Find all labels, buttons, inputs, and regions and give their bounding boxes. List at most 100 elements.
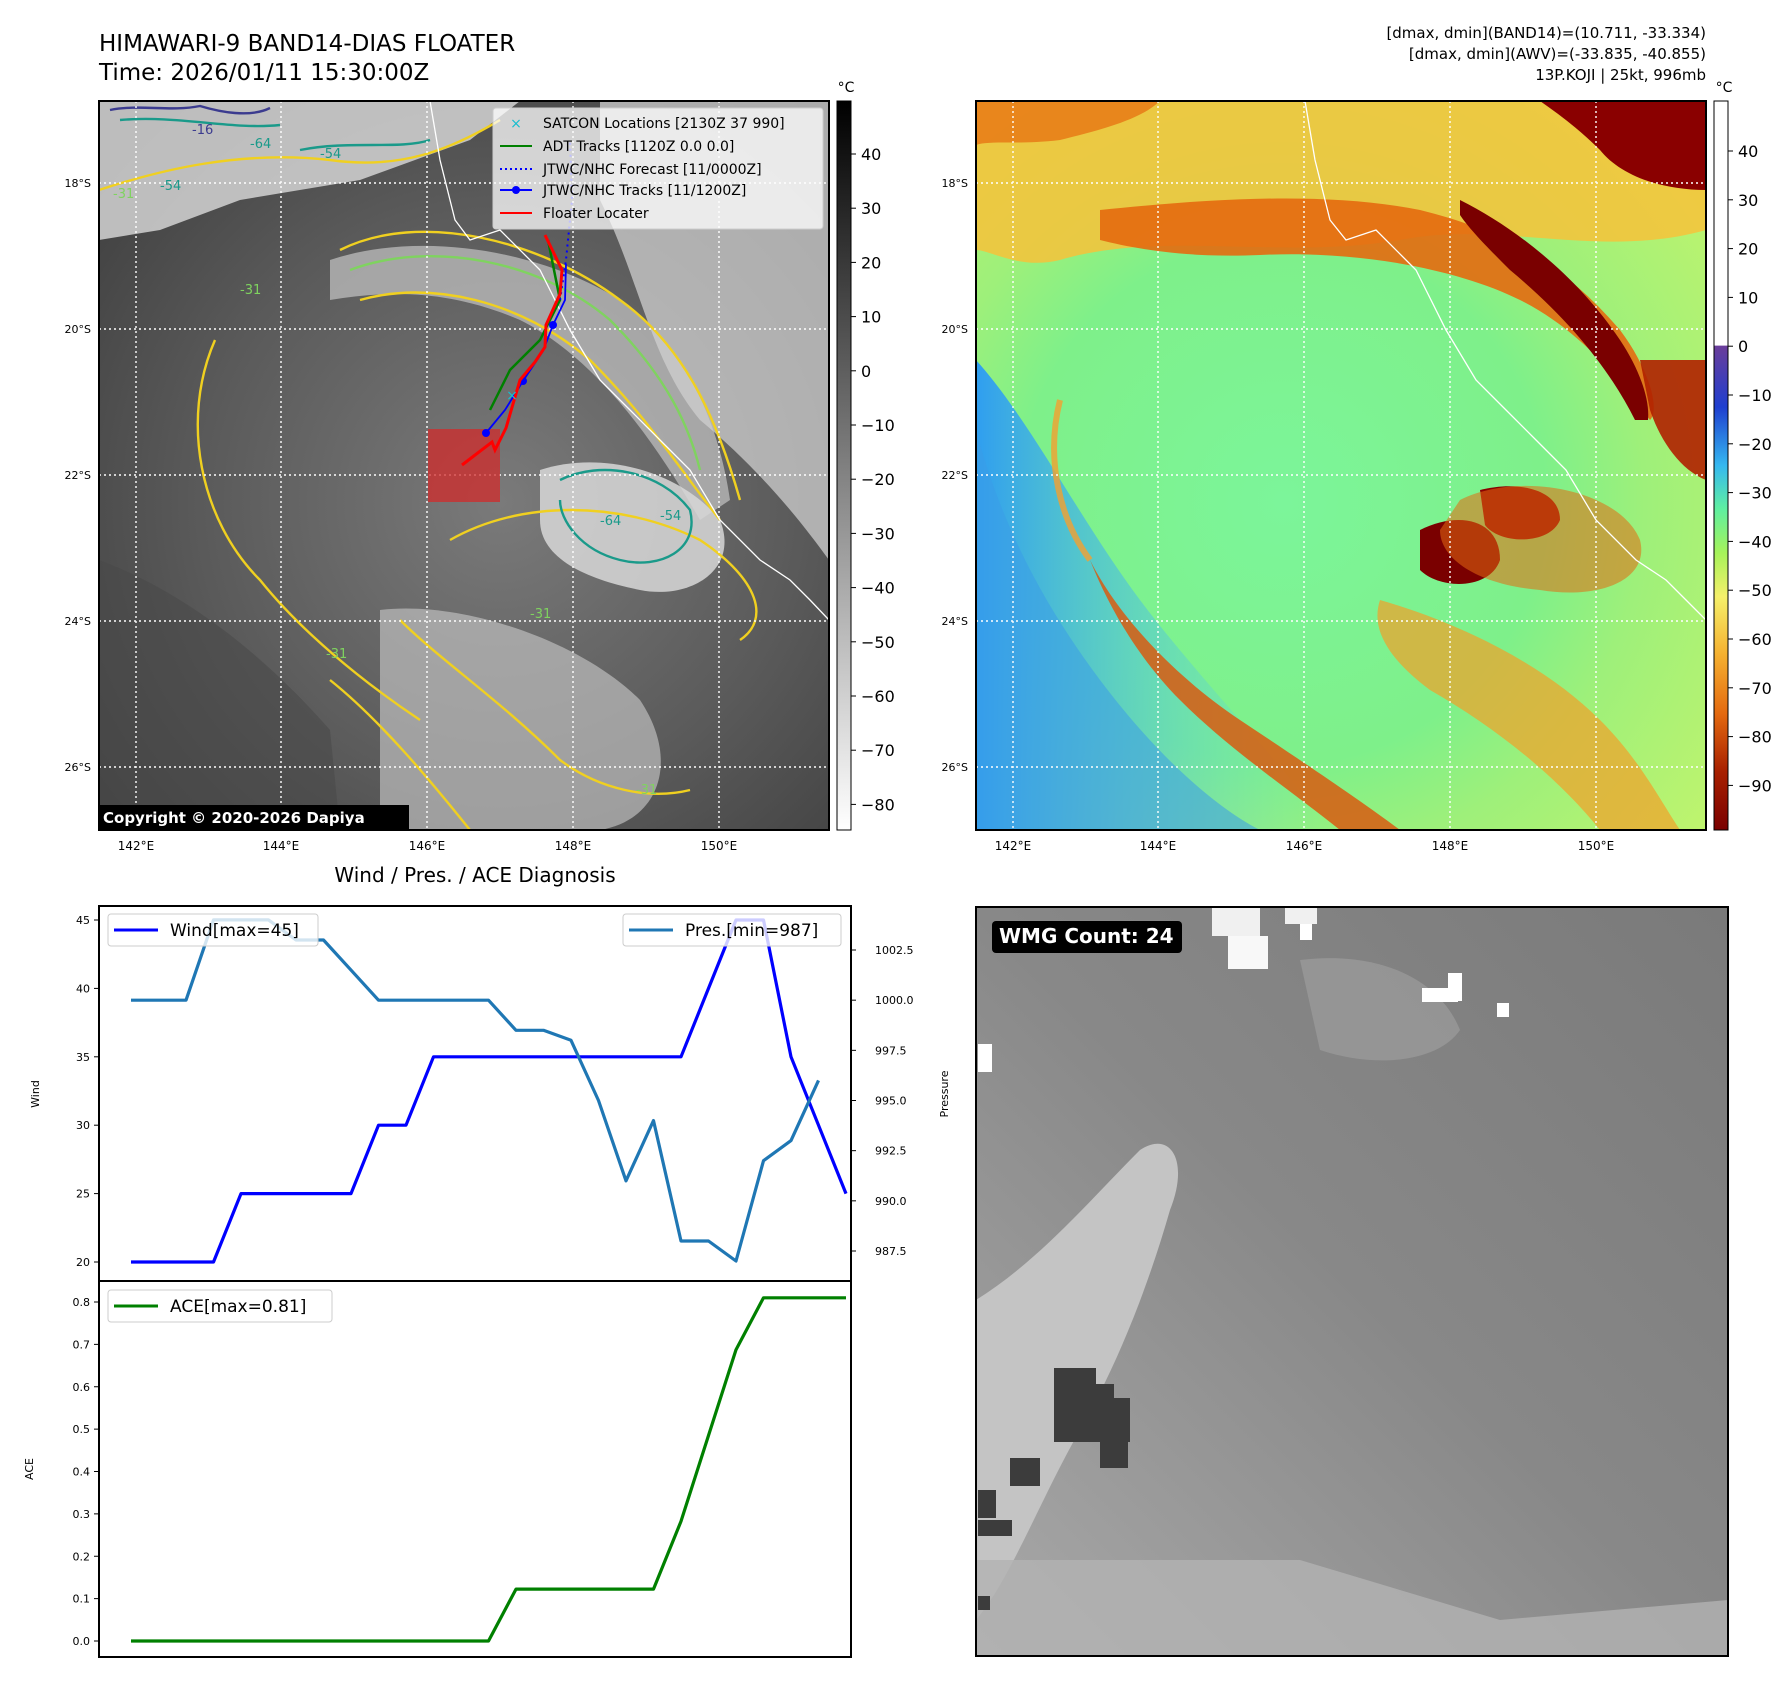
contour-label: -31 xyxy=(636,783,657,798)
wind-legend-label: Wind[max=45] xyxy=(170,921,299,941)
bd-colorbar-tick-label: −70 xyxy=(1738,679,1772,698)
bd-hot-northeast xyxy=(1540,101,1706,190)
lon-label-146e: 146°E xyxy=(409,839,446,853)
ir-colorbar-tick-label: 20 xyxy=(861,253,881,272)
pressure-legend-box xyxy=(622,913,842,947)
pressure-axis-tick-label: 990.0 xyxy=(875,1195,907,1208)
lon-label-142e: 142°E xyxy=(995,839,1032,853)
wind-axis-label: Wind xyxy=(29,1080,42,1108)
satcon-legend-label: SATCON Locations [2130Z 37 990] xyxy=(543,116,785,132)
wmg-dark-block xyxy=(978,1520,1012,1536)
wmg-white-block xyxy=(1228,936,1268,969)
wmg-dark-block xyxy=(1096,1384,1114,1400)
lat-label-24s: 24°S xyxy=(65,615,91,628)
ace-legend-label: ACE[max=0.81] xyxy=(170,1297,306,1317)
ir-colorbar-tick-label: −80 xyxy=(861,795,895,814)
lon-label-146e: 146°E xyxy=(1286,839,1323,853)
wmg-count-badge xyxy=(992,921,1182,953)
info-line-1: [dmax, dmin](BAND14)=(10.711, -33.334) xyxy=(1386,24,1706,42)
ir-colorbar-tick-label: −10 xyxy=(861,416,895,435)
contour-teal-north xyxy=(119,117,431,152)
jtwc-track-point xyxy=(482,429,490,437)
wmg-white-block xyxy=(1497,1003,1509,1017)
coastline-left xyxy=(429,101,829,621)
floater-locater-line xyxy=(461,234,564,467)
ir-cloud-southwest xyxy=(99,560,340,830)
bd-colorbar-tick-label: −40 xyxy=(1738,532,1772,551)
bd-colorbar-tick-label: −20 xyxy=(1738,435,1772,454)
floater-box xyxy=(428,429,500,502)
tracks-legend-dot xyxy=(512,186,520,194)
wind-axis-tick-label: 45 xyxy=(76,914,90,927)
lat-label-24s: 24°S xyxy=(942,615,968,628)
ir-cloud-top xyxy=(99,101,520,240)
bd-colorbar-tick-label: 30 xyxy=(1738,191,1758,210)
lat-label-26s: 26°S xyxy=(942,761,968,774)
bd-east-hot xyxy=(1640,360,1706,480)
bd-band-b xyxy=(1460,200,1649,420)
ir-colorbar-tick-label: −30 xyxy=(861,524,895,543)
bd-map-panel: 18°S 20°S 22°S 24°S 26°S 142°E 144°E 146… xyxy=(942,80,1772,853)
wmg-panel: WMG Count: 24 xyxy=(975,906,1729,1657)
contour-label: -54 xyxy=(160,179,181,194)
diag-title: Wind / Pres. / ACE Diagnosis xyxy=(334,863,615,887)
bd-west-orange-arc xyxy=(1051,399,1093,562)
contour-label: -64 xyxy=(600,514,621,529)
ace-legend: ACE[max=0.81] xyxy=(107,1289,333,1323)
contour-teal-core xyxy=(558,468,693,564)
wmg-white-block xyxy=(1300,924,1312,940)
bd-colorbar-tick-label: −30 xyxy=(1738,484,1772,503)
wind-axis-tick-label: 20 xyxy=(76,1256,90,1269)
ir-colorbar-tick-label: −60 xyxy=(861,687,895,706)
wmg-white-block xyxy=(978,1044,992,1072)
contour-label: -64 xyxy=(250,137,271,152)
wind-plot-frame xyxy=(98,905,852,1282)
adt-track-line xyxy=(488,239,562,411)
lon-label-150e: 150°E xyxy=(1578,839,1615,853)
ace-axis-tick-label: 0.2 xyxy=(73,1550,91,1563)
lon-label-144e: 144°E xyxy=(263,839,300,853)
satcon-location-marker: × xyxy=(506,388,518,404)
wmg-light-bottom xyxy=(976,1560,1728,1656)
contour-label: -54 xyxy=(660,509,681,524)
lon-label-150e: 150°E xyxy=(701,839,738,853)
contour-label: -31 xyxy=(530,607,551,622)
bd-south-cells xyxy=(1377,600,1680,830)
info-line-3: 13P.KOJI | 25kt, 996mb xyxy=(1535,66,1706,84)
forecast-legend-label: JTWC/NHC Forecast [11/0000Z] xyxy=(542,162,762,178)
wmg-dark-block xyxy=(978,1490,996,1518)
pressure-axis-tick-label: 995.0 xyxy=(875,1095,907,1108)
pressure-axis-tick-label: 997.5 xyxy=(875,1044,907,1057)
wind-axis-tick-label: 30 xyxy=(76,1119,90,1132)
ace-axis-label: ACE xyxy=(23,1458,36,1480)
floater-legend-label: Floater Locater xyxy=(543,206,649,222)
contour-green-band xyxy=(349,255,702,471)
ir-colorbar-tick-label: −40 xyxy=(861,579,895,598)
ace-axis-tick-label: 0.0 xyxy=(73,1635,91,1648)
wmg-dark-block xyxy=(1100,1440,1128,1468)
wmg-frame xyxy=(975,906,1729,1657)
contour-yellow-band xyxy=(339,230,742,521)
jtwc-track-point xyxy=(549,321,557,329)
bd-colorbar-tick-label: 40 xyxy=(1738,142,1758,161)
bd-hot-northwest xyxy=(976,101,1160,145)
wmg-dark-block xyxy=(978,1596,990,1610)
contour-label: -16 xyxy=(192,123,213,138)
info-line-2: [dmax, dmin](AWV)=(-33.835, -40.855) xyxy=(1409,45,1706,63)
contour-label: -31 xyxy=(240,283,261,298)
wind-legend-box xyxy=(107,913,319,947)
contour-label: -31 xyxy=(113,187,134,202)
wmg-count-text: WMG Count: 24 xyxy=(999,924,1174,948)
ace-series xyxy=(130,1296,847,1643)
wind-axis-ticks: 45 40 35 30 25 20 xyxy=(76,914,99,1269)
ace-axis-tick-label: 0.1 xyxy=(73,1593,91,1606)
bd-colorbar-unit: °C xyxy=(1716,80,1733,96)
ace-axis-tick-label: 0.4 xyxy=(73,1466,91,1479)
bd-colorbar xyxy=(1713,100,1729,831)
tracks-legend-label: JTWC/NHC Tracks [11/1200Z] xyxy=(542,183,746,199)
contour-label: -31 xyxy=(326,647,347,662)
ir-colorbar-ticks: 40 30 20 10 0 −10 −20 −30 −40 −50 −60 −70 −80 xyxy=(851,145,895,814)
bd-colorbar-tick-label: 0 xyxy=(1738,337,1748,356)
ir-map-panel: × -16 -64 -54 -31 -54 -31 -54 -31 -31 -3… xyxy=(65,80,895,853)
